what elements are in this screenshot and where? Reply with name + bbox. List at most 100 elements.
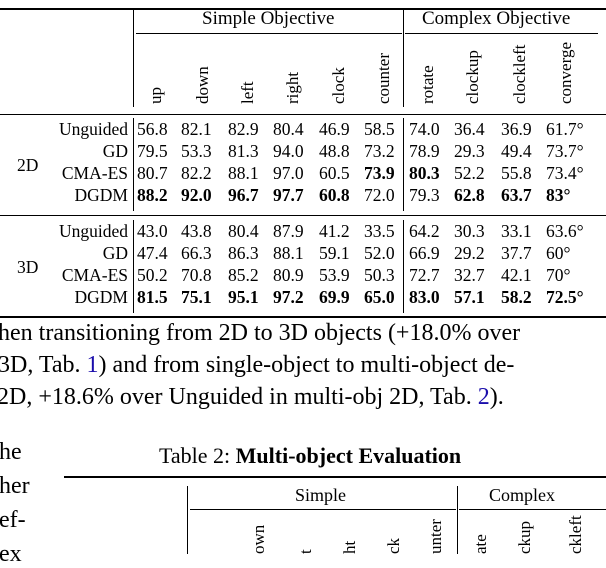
table-cell: 63.6° (546, 221, 584, 241)
table2-column-header: ate (471, 534, 490, 554)
table2-caption: Table 2: Multi-object Evaluation (159, 443, 461, 469)
table2-column-header: ckleft (566, 515, 585, 554)
method-label: CMA-ES (61, 163, 128, 183)
table-cell: 74.0 (409, 119, 440, 139)
table1-bottom-rule (0, 316, 606, 318)
table-ref-link-1[interactable]: 1 (86, 352, 99, 378)
table-cell: 64.2 (409, 221, 440, 241)
table-cell: 36.4 (454, 119, 485, 139)
table2-column-header: own (249, 524, 268, 554)
table-cell: 72.5° (546, 287, 584, 307)
method-label: Unguided (58, 221, 128, 241)
table-cell: 33.1 (501, 221, 532, 241)
table-cell: 66.3 (181, 243, 212, 263)
paragraph-line-3-text-b: ). (489, 384, 504, 410)
table-cell: 66.9 (409, 243, 440, 263)
table-cell: 59.1 (319, 243, 350, 263)
table-cell: 63.7 (501, 185, 532, 205)
table-cell: 53.3 (181, 141, 212, 161)
side-fragment-3: ef- (0, 507, 26, 533)
simple-objective-header: Simple Objective (202, 8, 335, 29)
table-cell: 30.3 (454, 221, 485, 241)
table-cell: 56.8 (137, 119, 168, 139)
table-cell: 33.5 (364, 221, 395, 241)
table-cell: 87.9 (273, 221, 304, 241)
table-cell: 37.7 (501, 243, 532, 263)
table2-complex-header: Complex (489, 485, 555, 505)
table-cell: 36.9 (501, 119, 532, 139)
column-header-converge: converge (556, 42, 575, 104)
table2-column-header: ck (384, 537, 403, 554)
sec1-vrule-left (133, 220, 134, 313)
table2-complex-underline (459, 509, 606, 510)
simple-underline (136, 33, 402, 34)
column-header-rotate: rotate (418, 65, 437, 104)
method-label: Unguided (58, 119, 128, 139)
table-cell: 94.0 (273, 141, 304, 161)
column-header-down: down (193, 66, 212, 104)
table-cell: 43.8 (181, 221, 212, 241)
table-cell: 80.3 (409, 163, 440, 183)
table-cell: 46.9 (319, 119, 350, 139)
table-cell: 29.3 (454, 141, 485, 161)
paragraph-line-3-text-a: 2D, +18.6% over Unguided in multi-obj 2D… (0, 384, 478, 410)
table-cell: 73.2 (364, 141, 395, 161)
table-cell: 70.8 (181, 265, 212, 285)
table-cell: 83° (546, 185, 571, 205)
table-cell: 78.9 (409, 141, 440, 161)
table-cell: 81.3 (228, 141, 259, 161)
table-cell: 65.0 (364, 287, 395, 307)
method-label: CMA-ES (61, 265, 128, 285)
method-label: DGDM (74, 287, 128, 307)
column-header-up: up (146, 87, 165, 104)
table2-top-rule (64, 476, 606, 478)
section-label-3d: 3D (17, 257, 39, 277)
table-cell: 72.7 (409, 265, 440, 285)
sec0-vrule-mid (403, 118, 404, 211)
table2-simple-underline (190, 509, 456, 510)
column-header-counter: counter (374, 53, 393, 104)
table-cell: 47.4 (137, 243, 168, 263)
column-header-clockleft: clockleft (510, 44, 529, 104)
sec1-vrule-mid (403, 220, 404, 313)
table-cell: 52.2 (454, 163, 485, 183)
method-label: GD (102, 243, 128, 263)
table-cell: 86.3 (228, 243, 259, 263)
table-cell: 60.5 (319, 163, 350, 183)
table-cell: 80.9 (273, 265, 304, 285)
table-cell: 88.2 (137, 185, 168, 205)
column-header-right: right (283, 71, 302, 104)
table-cell: 80.7 (137, 163, 168, 183)
paragraph-line-1-text: hen transitioning from 2D to 3D objects … (0, 320, 521, 346)
table-cell: 82.9 (228, 119, 259, 139)
table-cell: 53.9 (319, 265, 350, 285)
side-fragment-2: her (0, 473, 30, 499)
table-cell: 88.1 (273, 243, 304, 263)
table2-column-header: t (296, 549, 315, 554)
paragraph-line-2-text-a: 3D, Tab. (0, 352, 87, 378)
table-cell: 97.0 (273, 163, 304, 183)
header-vrule-mid (403, 10, 404, 107)
table-cell: 49.4 (501, 141, 532, 161)
table-cell: 82.2 (181, 163, 212, 183)
section-separator-rule (0, 215, 606, 216)
table-cell: 58.2 (501, 287, 532, 307)
method-label: GD (102, 141, 128, 161)
table-cell: 97.2 (273, 287, 304, 307)
complex-objective-header: Complex Objective (422, 8, 571, 29)
table2-caption-prefix: Table 2: (159, 443, 236, 468)
side-fragment-4: ex (0, 541, 22, 567)
table-cell: 52.0 (364, 243, 395, 263)
table-cell: 60.8 (319, 185, 350, 205)
table-cell: 70° (546, 265, 571, 285)
header-bottom-rule (0, 114, 606, 115)
table-cell: 62.8 (454, 185, 485, 205)
table2-vrule-mid (457, 486, 458, 554)
table-cell: 75.1 (181, 287, 212, 307)
paragraph-line-3: 2D, +18.6% over Unguided in multi-obj 2D… (0, 384, 504, 411)
table-cell: 50.2 (137, 265, 168, 285)
table-cell: 58.5 (364, 119, 395, 139)
table-cell: 79.5 (137, 141, 168, 161)
paragraph-line-2: 3D, Tab. 1) and from single-object to mu… (0, 352, 514, 379)
table-ref-link-2[interactable]: 2 (477, 384, 490, 410)
